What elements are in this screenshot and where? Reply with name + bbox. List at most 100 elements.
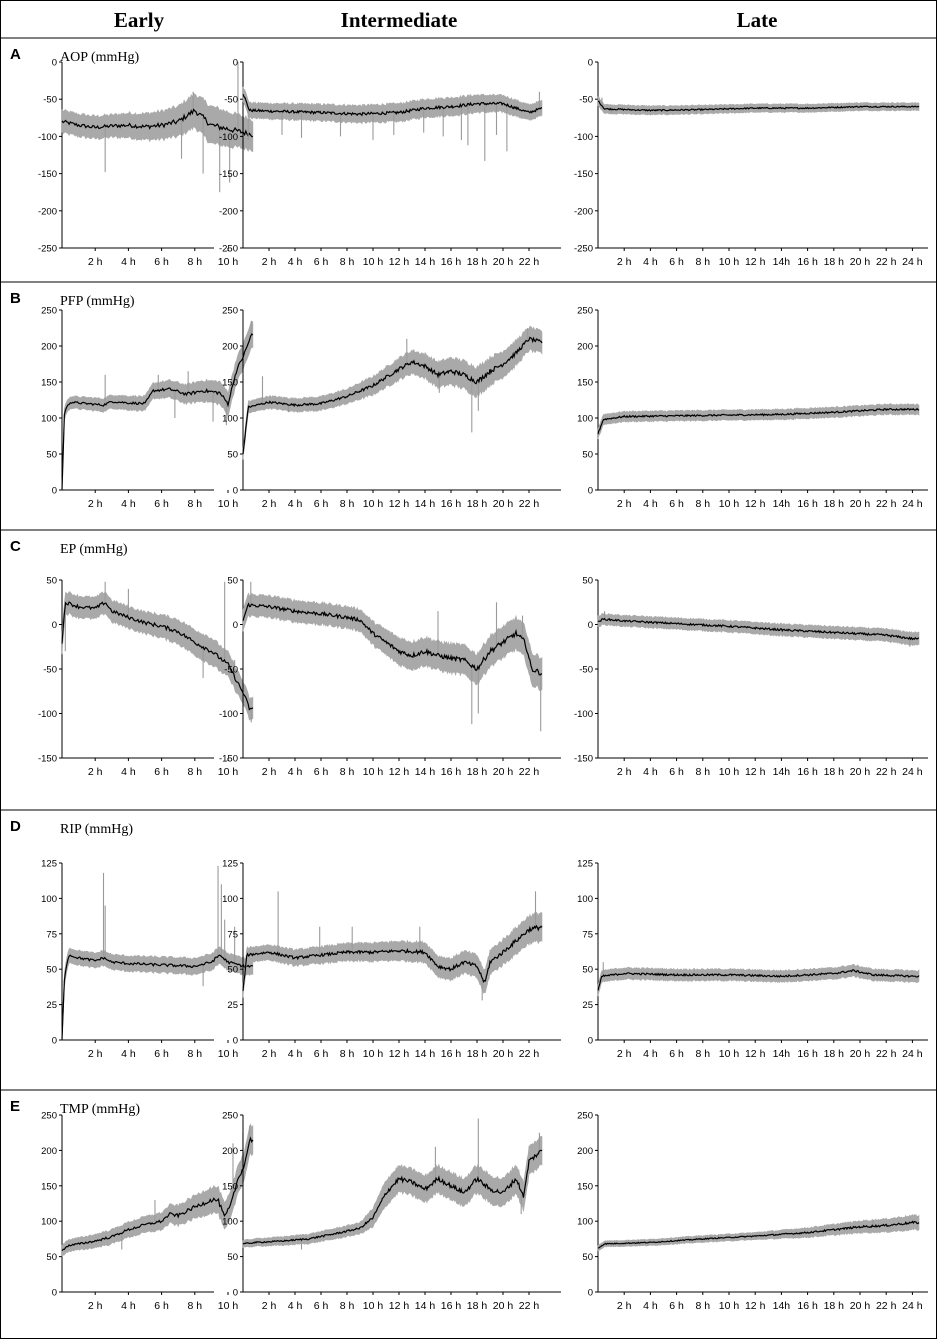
y-tick-label: 0 (233, 486, 238, 497)
x-tick-label: 16 h (797, 766, 818, 778)
y-tick-label: 50 (46, 965, 57, 976)
x-tick-label: 12 h (389, 766, 410, 778)
sd-band (242, 86, 543, 125)
x-tick-label: 24 h (902, 498, 923, 510)
mean-line (242, 93, 542, 117)
y-tick-label: -50 (43, 95, 57, 106)
chart-B-early: 0 50 100 150 200 250 2 h 4 h 6 h 8 h 10 h (41, 306, 254, 510)
x-tick-label: 2 h (617, 1300, 632, 1312)
x-tick-label: 22 h (876, 1048, 897, 1060)
x-tick-label: 8 h (695, 1300, 710, 1312)
x-tick-label: 18 h (467, 498, 488, 510)
x-tick-label: 6 h (154, 1300, 169, 1312)
y-tick-label: 75 (227, 929, 238, 940)
chart-C-early: 50 0 -50 -100 -150 2 h 4 h 6 h 8 h 10 h (38, 576, 254, 778)
x-tick-label: 14h (773, 766, 791, 778)
mean-line (597, 1220, 920, 1249)
y-tick-label: 50 (46, 576, 57, 587)
y-tick-label: 200 (577, 1146, 593, 1157)
x-tick-label: 8 h (695, 256, 710, 268)
y-tick-label: 250 (222, 306, 238, 317)
y-tick-label: -150 (219, 169, 238, 180)
chart-E-intermediate: 0 50 100 150 200 250 2 h 4 h 6 h 8 h 10 h 12 h 14 h 1… (222, 1111, 561, 1312)
x-tick-label: 16 h (797, 1048, 818, 1060)
y-tick-label: -150 (574, 754, 593, 765)
x-tick-label: 10 h (363, 498, 384, 510)
y-tick-label: -150 (574, 169, 593, 180)
x-tick-label: 16 h (441, 1300, 462, 1312)
x-tick-label: 8 h (695, 498, 710, 510)
y-tick-label: 50 (46, 450, 57, 461)
y-tick-label: -100 (38, 132, 57, 143)
header-early: Early (114, 8, 165, 32)
y-tick-label: 100 (577, 414, 593, 425)
x-tick-label: 22 h (519, 256, 540, 268)
panel-ylabel: PFP (mmHg) (60, 294, 135, 309)
chart-C-late: 50 0 -50 -100 -150 2 h 4 h 6 h 8 h 10 h 12 h 14h 16 … (574, 576, 928, 778)
sd-band (242, 1135, 543, 1249)
y-tick-label: -250 (219, 244, 238, 255)
x-tick-label: 14h (773, 256, 791, 268)
y-tick-label: 0 (233, 1288, 238, 1299)
y-tick-label: 100 (577, 1217, 593, 1228)
x-tick-label: 2 h (617, 1048, 632, 1060)
x-tick-label: 6 h (154, 256, 169, 268)
x-tick-label: 12 h (745, 1300, 766, 1312)
x-tick-label: 4 h (121, 1300, 136, 1312)
y-tick-label: 50 (582, 965, 593, 976)
y-tick-label: 0 (233, 1036, 238, 1047)
x-tick-label: 2 h (617, 766, 632, 778)
x-tick-label: 8 h (187, 256, 202, 268)
x-tick-label: 18 h (824, 1300, 845, 1312)
x-tick-label: 6 h (669, 1300, 684, 1312)
sd-band (597, 613, 920, 647)
x-tick-label: 24 h (902, 256, 923, 268)
x-tick-label: 12 h (389, 1048, 410, 1060)
x-tick-label: 18 h (467, 1300, 488, 1312)
sd-band (61, 946, 254, 1041)
y-tick-label: 50 (582, 450, 593, 461)
chart-B-intermediate: 0 50 100 150 200 250 2 h 4 h 6 h 8 h 10 h 12 h 14 h 1… (222, 306, 561, 510)
x-tick-label: 16 h (797, 256, 818, 268)
x-tick-label: 22 h (519, 498, 540, 510)
x-tick-label: 2 h (262, 256, 277, 268)
x-tick-label: 6 h (669, 1048, 684, 1060)
y-tick-label: 150 (222, 1181, 238, 1192)
x-tick-label: 18 h (824, 1048, 845, 1060)
y-tick-label: -250 (574, 244, 593, 255)
y-tick-label: -100 (574, 709, 593, 720)
mean-line (242, 1149, 543, 1245)
y-tick-label: -150 (38, 169, 57, 180)
y-tick-label: 100 (222, 414, 238, 425)
x-tick-label: 4 h (288, 766, 303, 778)
x-tick-label: 14 h (415, 1300, 436, 1312)
mean-line (61, 108, 253, 138)
x-tick-label: 20 h (493, 1048, 514, 1060)
y-tick-label: 0 (52, 58, 57, 69)
y-tick-label: -50 (579, 95, 593, 106)
y-tick-label: 50 (582, 576, 593, 587)
y-tick-label: -200 (38, 206, 57, 217)
x-tick-label: 20 h (850, 1300, 871, 1312)
x-tick-label: 4 h (643, 1048, 658, 1060)
x-tick-label: 20 h (850, 256, 871, 268)
y-tick-label: 0 (588, 1288, 593, 1299)
sd-band (242, 592, 543, 691)
panel-ylabel: TMP (mmHg) (60, 1102, 140, 1117)
y-tick-label: 50 (582, 1252, 593, 1263)
mean-line (61, 954, 254, 1040)
x-tick-label: 24 h (902, 1300, 923, 1312)
y-tick-label: -100 (38, 709, 57, 720)
y-tick-label: 150 (41, 1181, 57, 1192)
x-tick-label: 8 h (695, 1048, 710, 1060)
x-tick-label: 18 h (467, 256, 488, 268)
x-tick-label: 22 h (876, 766, 897, 778)
mean-line (242, 602, 543, 676)
y-tick-label: 250 (577, 306, 593, 317)
y-tick-label: -200 (219, 206, 238, 217)
x-tick-label: 10 h (218, 256, 239, 268)
x-tick-label: 10 h (218, 766, 239, 778)
y-tick-label: 75 (582, 929, 593, 940)
x-tick-label: 6 h (154, 498, 169, 510)
